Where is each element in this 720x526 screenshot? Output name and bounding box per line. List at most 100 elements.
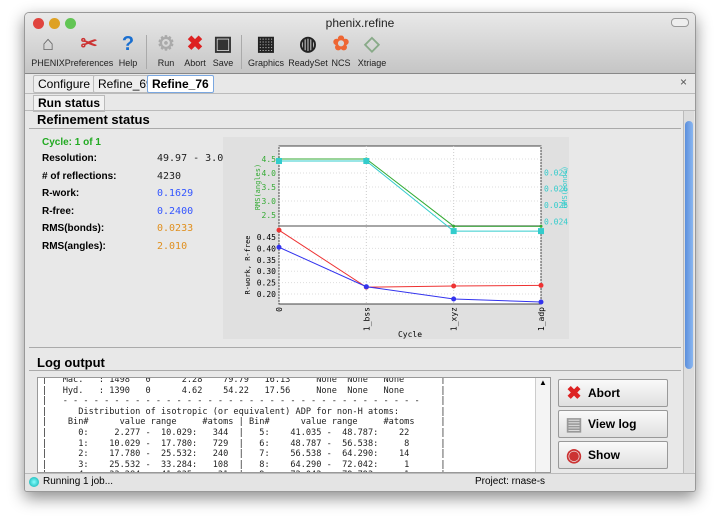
tab-configure[interactable]: Configure xyxy=(33,75,96,93)
toolbar-label: ReadySet xyxy=(288,58,328,68)
gear-icon: ⚙ xyxy=(157,33,175,55)
graphics-icon: ▦ xyxy=(256,33,276,55)
stat-value: 4230 xyxy=(157,170,182,182)
stat-label: Resolution: xyxy=(42,153,97,164)
toolbar-run-button[interactable]: ⚙ Run xyxy=(136,31,196,68)
toolbar-help-button[interactable]: ? Help xyxy=(98,31,158,68)
abort-button[interactable]: ✖ Abort xyxy=(558,379,668,407)
log-text: | Mac. : 1498 0 2.28 79.79 16.13 None No… xyxy=(42,377,446,472)
y-tick-label: 4.0 xyxy=(262,169,277,178)
r-work-point xyxy=(363,284,369,290)
help-icon: ? xyxy=(121,33,135,55)
toolbar-separator xyxy=(146,35,147,69)
window-title: phenix.refine xyxy=(325,16,395,30)
toolbar-label: Run xyxy=(157,58,175,68)
toolbar-label: Save xyxy=(212,58,234,68)
log-scrollbar[interactable]: ▲ xyxy=(535,378,550,472)
toolbar-label: NCS xyxy=(331,58,351,68)
y-tick-label: 0.25 xyxy=(257,279,276,288)
zoom-window-button[interactable] xyxy=(65,18,76,29)
tools-icon: ✂ xyxy=(80,33,98,55)
toolbar-label: PHENIX xyxy=(31,58,65,68)
toolbar-graphics-button[interactable]: ▦ Graphics xyxy=(236,31,296,68)
show-graphics-button[interactable]: ◉Show graphics xyxy=(558,441,668,488)
rms-bonds-line xyxy=(279,160,541,232)
stat-value: 0.1629 xyxy=(157,188,194,199)
project-label: Project: rnase-s xyxy=(475,476,546,487)
stat-label: # of reflections: xyxy=(42,170,117,182)
stat-value: 49.97 - 3.00 xyxy=(157,153,230,164)
y2-tick-label: 0.027 xyxy=(544,168,568,177)
y2-tick-label: 0.026 xyxy=(544,185,568,194)
rms-bonds-point xyxy=(538,228,544,235)
tab-run-status[interactable]: Run status xyxy=(33,95,106,112)
toolbar-phenix-button[interactable]: ⌂ PHENIX xyxy=(25,31,78,68)
toolbar-label: Graphics xyxy=(247,58,284,68)
main-scrollbar[interactable] xyxy=(683,111,694,473)
toolbar-save-button[interactable]: ▣ Save xyxy=(193,31,253,68)
y-axis-label: R-work, R-free xyxy=(244,235,252,294)
r-free-point xyxy=(451,283,457,289)
toolbar-preferences-button[interactable]: ✂ Preferences xyxy=(59,31,119,68)
rms-bonds-point xyxy=(276,158,282,164)
rms-bonds-point xyxy=(363,158,370,164)
toolbar-separator xyxy=(241,35,242,69)
toolbar-label: Help xyxy=(118,58,138,68)
scroll-thumb[interactable] xyxy=(685,121,693,369)
molecule-icon: ◉ xyxy=(566,445,582,465)
toolbar-abort-button[interactable]: ✖ Abort xyxy=(165,31,225,68)
r-work-line xyxy=(278,246,542,303)
r-work-point xyxy=(451,296,457,302)
r-work-point xyxy=(538,299,544,305)
y-axis-label: RMS(angles) xyxy=(254,164,262,210)
stat-value: 0.0233 xyxy=(157,223,194,234)
tab-refine-69[interactable]: Refine_69 xyxy=(93,75,158,93)
minimize-window-button[interactable] xyxy=(49,18,60,29)
x-tick-label: 0 xyxy=(275,307,284,312)
rms-angles-point xyxy=(539,224,543,228)
running-indicator-icon xyxy=(29,477,39,487)
r-free-point xyxy=(276,227,282,233)
r-free-line xyxy=(278,229,542,288)
resize-pill[interactable] xyxy=(671,18,689,27)
rms-angles-line xyxy=(279,158,541,227)
toolbar-label: Xtriage xyxy=(357,58,387,68)
stat-label: RMS(bonds): xyxy=(42,223,105,234)
cycle-label: Cycle: 1 of 1 xyxy=(42,137,101,148)
close-tab-icon[interactable]: × xyxy=(679,75,687,89)
refinement-heading: Refinement status xyxy=(37,112,150,127)
abort-icon: ✖ xyxy=(566,383,582,403)
close-window-button[interactable] xyxy=(33,18,44,29)
y2-axis-label: RMS(bonds) xyxy=(561,166,569,208)
status-text: Running 1 job... xyxy=(43,476,114,487)
x-tick-label: 1_bss xyxy=(362,307,371,331)
rms-bonds-point xyxy=(450,228,457,235)
toolbar-label: Preferences xyxy=(64,58,114,68)
abort-icon: ✖ xyxy=(186,33,204,55)
stat-label: R-free: xyxy=(42,205,75,217)
r-free-point xyxy=(538,282,544,288)
status-bar: Running 1 job... Project: rnase-s xyxy=(25,473,695,491)
x-axis-label: Cycle xyxy=(398,330,422,339)
toolbar-ncs-button[interactable]: ✿ NCS xyxy=(311,31,371,68)
app-window: phenix.refine ⌂ PHENIX ✂ Preferences? Help ⚙ R… xyxy=(24,12,696,492)
log-output[interactable]: | Mac. : 1498 0 2.28 79.79 16.13 None No… xyxy=(37,377,551,473)
y-tick-label: 0.45 xyxy=(257,233,276,242)
ncs-icon: ✿ xyxy=(332,33,350,55)
y-tick-label: 0.35 xyxy=(257,256,276,265)
log-heading: Log output xyxy=(37,355,105,370)
tab-refine-76[interactable]: Refine_76 xyxy=(147,75,214,93)
toolbar-readyset-button[interactable]: ◍ ReadySet xyxy=(278,31,338,68)
y-tick-label: 4.5 xyxy=(262,155,277,164)
r-work-point xyxy=(276,244,282,250)
document-icon: ▤ xyxy=(565,414,583,434)
y-tick-label: 0.40 xyxy=(257,244,276,253)
toolbar-label: Abort xyxy=(184,58,206,68)
toolbar-xtriage-button[interactable]: ◇ Xtriage xyxy=(342,31,402,68)
x-tick-label: 1_adp xyxy=(537,307,546,331)
view-log-button[interactable]: ▤ View log xyxy=(558,410,668,438)
y-tick-label: 0.30 xyxy=(257,267,276,276)
refinement-chart: 0 1_bss 1_xyz 1_adp 2.5 3.0 3.5 4.0 4.5 0.024 0.02… xyxy=(223,137,569,339)
y2-tick-label: 0.025 xyxy=(544,201,568,210)
xtriage-icon: ◇ xyxy=(364,33,380,55)
